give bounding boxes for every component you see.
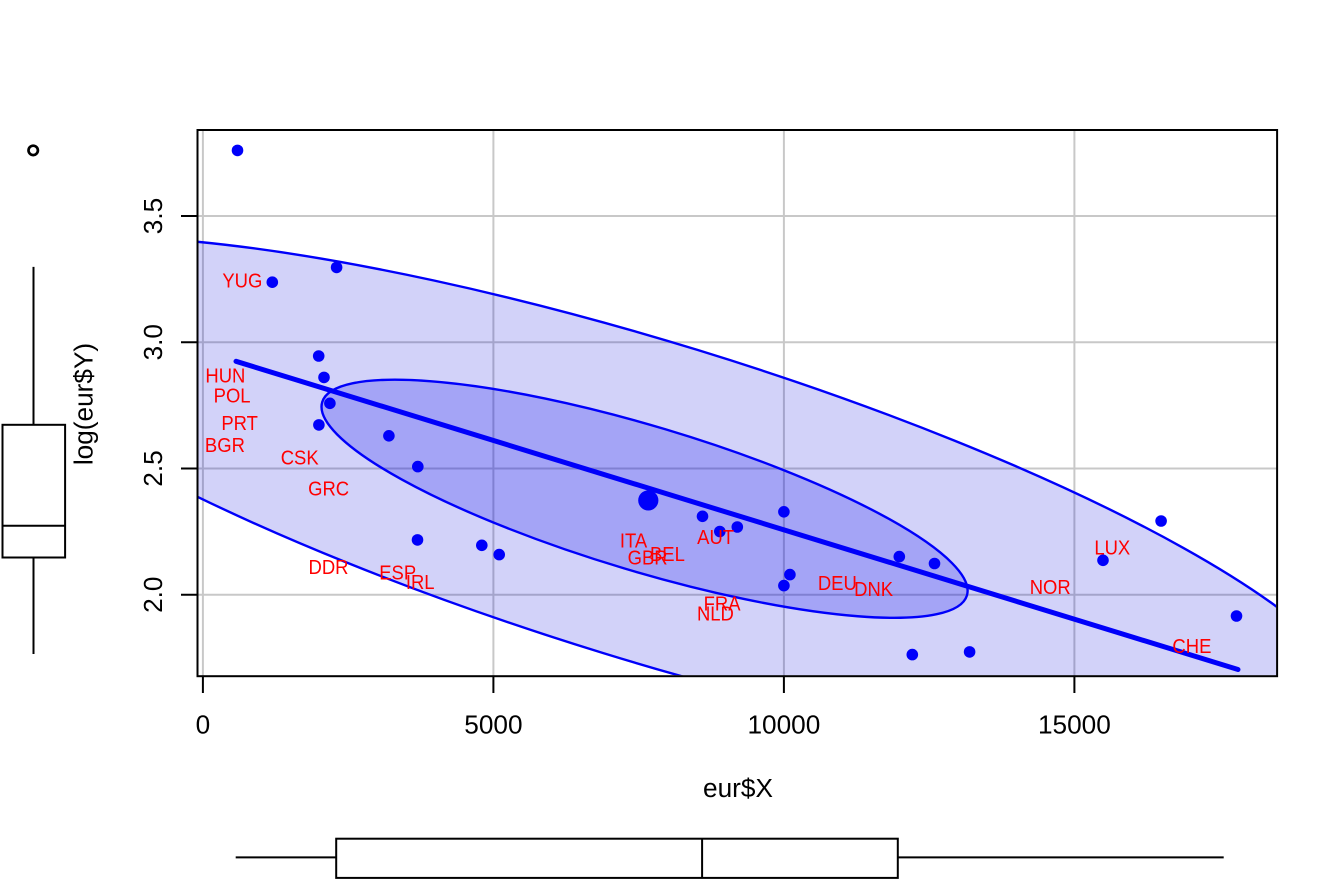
svg-text:5000: 5000 — [464, 709, 522, 739]
svg-text:AUT: AUT — [697, 526, 734, 549]
svg-text:eur$X: eur$X — [703, 773, 773, 803]
svg-text:0: 0 — [196, 709, 211, 739]
svg-text:BGR: BGR — [205, 434, 245, 457]
svg-text:LUX: LUX — [1094, 536, 1130, 559]
svg-text:ESP: ESP — [379, 562, 416, 585]
svg-text:IRL: IRL — [406, 571, 435, 594]
svg-text:GBR: GBR — [628, 547, 668, 570]
svg-text:2.5: 2.5 — [138, 450, 168, 486]
svg-text:HUN: HUN — [205, 365, 245, 388]
svg-text:DNK: DNK — [854, 578, 893, 601]
svg-text:GRC: GRC — [308, 478, 349, 501]
svg-text:DDR: DDR — [309, 556, 349, 579]
svg-text:CSK: CSK — [281, 447, 319, 470]
svg-text:3.5: 3.5 — [138, 198, 168, 234]
svg-text:DEU: DEU — [818, 572, 857, 595]
svg-text:FRA: FRA — [704, 593, 741, 616]
svg-text:YUG: YUG — [222, 270, 262, 293]
svg-text:POL: POL — [214, 385, 251, 408]
svg-text:15000: 15000 — [1038, 709, 1111, 739]
svg-text:NLD: NLD — [697, 603, 734, 626]
svg-text:log(eur$Y): log(eur$Y) — [69, 343, 99, 465]
svg-text:ITA: ITA — [620, 529, 647, 552]
svg-text:NOR: NOR — [1030, 576, 1071, 599]
svg-text:2.0: 2.0 — [138, 576, 168, 612]
svg-text:PRT: PRT — [221, 412, 258, 435]
svg-text:10000: 10000 — [747, 709, 820, 739]
svg-text:CHE: CHE — [1172, 635, 1211, 658]
svg-text:BEL: BEL — [650, 543, 685, 566]
svg-text:3.0: 3.0 — [138, 324, 168, 360]
